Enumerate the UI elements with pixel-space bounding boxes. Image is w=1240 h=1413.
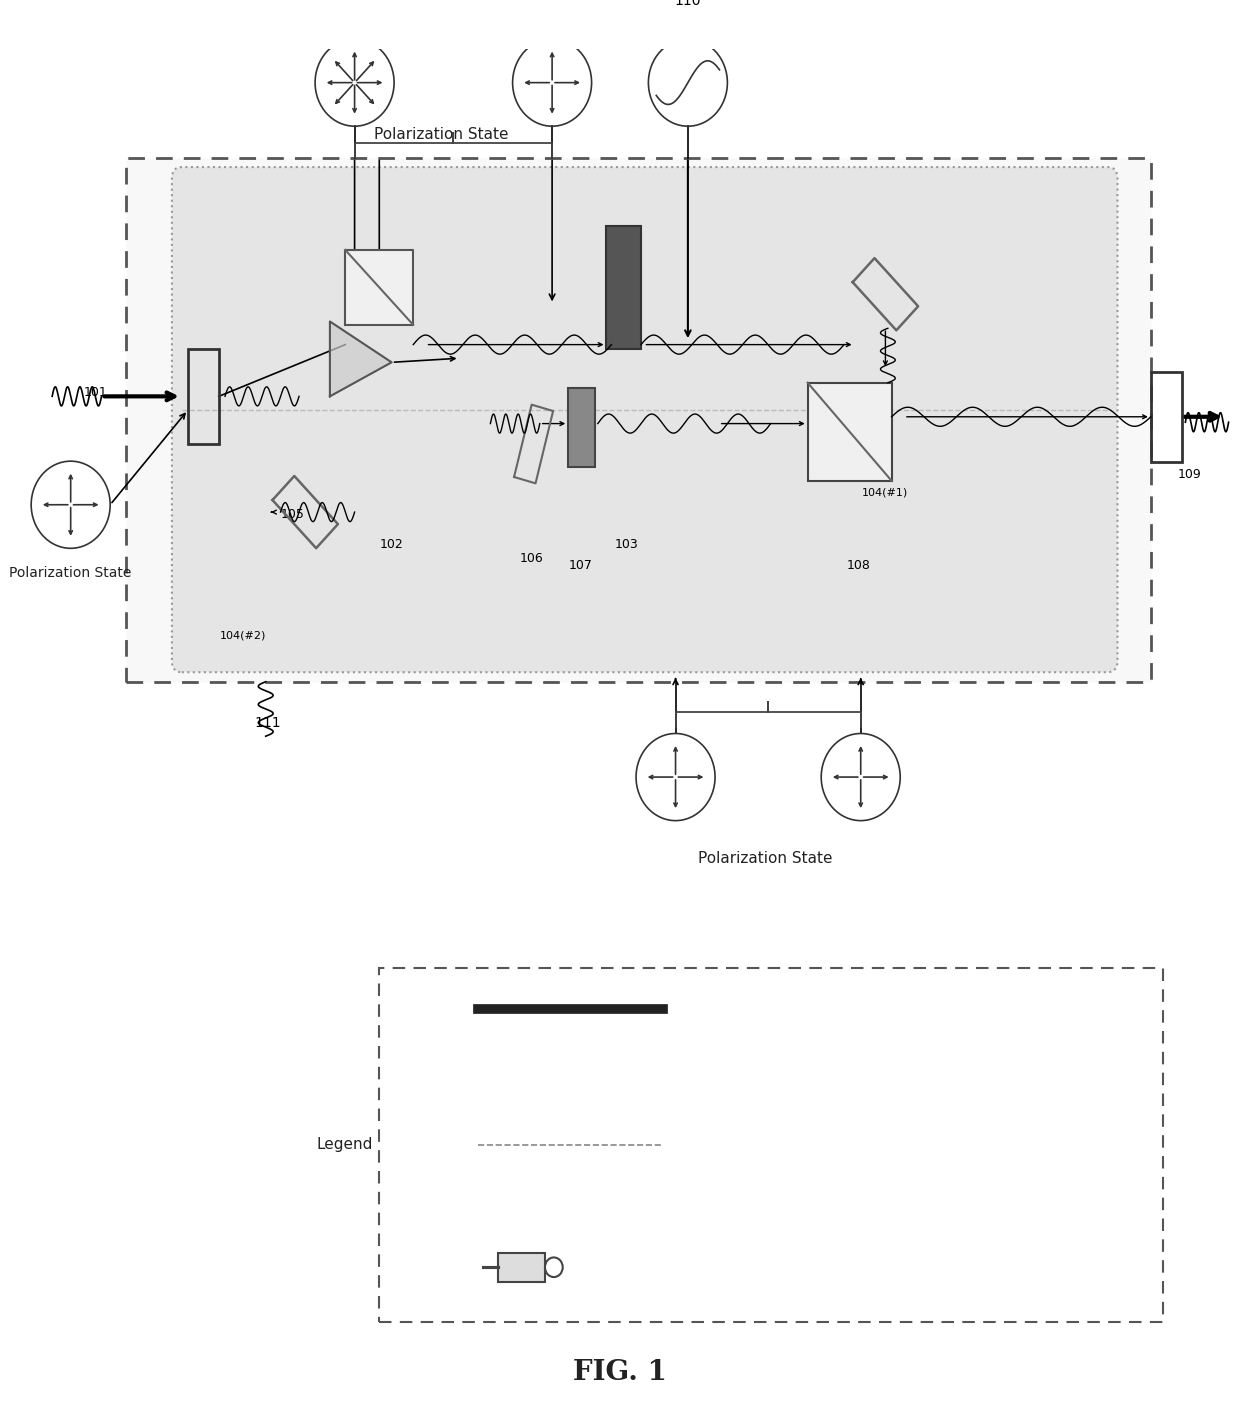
- Text: FIG. 1: FIG. 1: [573, 1359, 667, 1386]
- Text: 111: 111: [255, 716, 281, 729]
- Text: 101: 101: [83, 386, 107, 398]
- Bar: [568, 389, 595, 468]
- Text: 103: 103: [614, 538, 639, 551]
- Text: : Optical fiber: : Optical fiber: [680, 1000, 784, 1016]
- Bar: [188, 349, 218, 444]
- Polygon shape: [345, 250, 413, 325]
- Text: 106: 106: [520, 552, 543, 565]
- Text: 102: 102: [379, 538, 403, 551]
- FancyBboxPatch shape: [126, 157, 1151, 681]
- Text: Legend: Legend: [316, 1137, 373, 1152]
- FancyBboxPatch shape: [172, 167, 1117, 673]
- Text: : Space: : Space: [680, 1137, 737, 1152]
- Text: 107: 107: [569, 558, 593, 572]
- Text: 105: 105: [281, 509, 305, 521]
- Bar: [1151, 372, 1182, 462]
- Text: : Collimator lens with
  optical fiber: : Collimator lens with optical fiber: [680, 1251, 842, 1283]
- Bar: [807, 383, 892, 480]
- Text: 109: 109: [1178, 468, 1202, 480]
- Bar: [606, 226, 641, 349]
- Text: 104(#2): 104(#2): [221, 630, 267, 640]
- Text: 104(#1): 104(#1): [862, 487, 909, 497]
- Text: 108: 108: [847, 558, 870, 572]
- Text: Polarization State: Polarization State: [373, 127, 508, 141]
- Polygon shape: [330, 322, 392, 397]
- Text: Polarization State: Polarization State: [9, 565, 131, 579]
- FancyBboxPatch shape: [379, 968, 1163, 1321]
- Text: Polarization State: Polarization State: [698, 851, 833, 866]
- Text: 110: 110: [675, 0, 701, 8]
- Bar: [497, 1252, 544, 1282]
